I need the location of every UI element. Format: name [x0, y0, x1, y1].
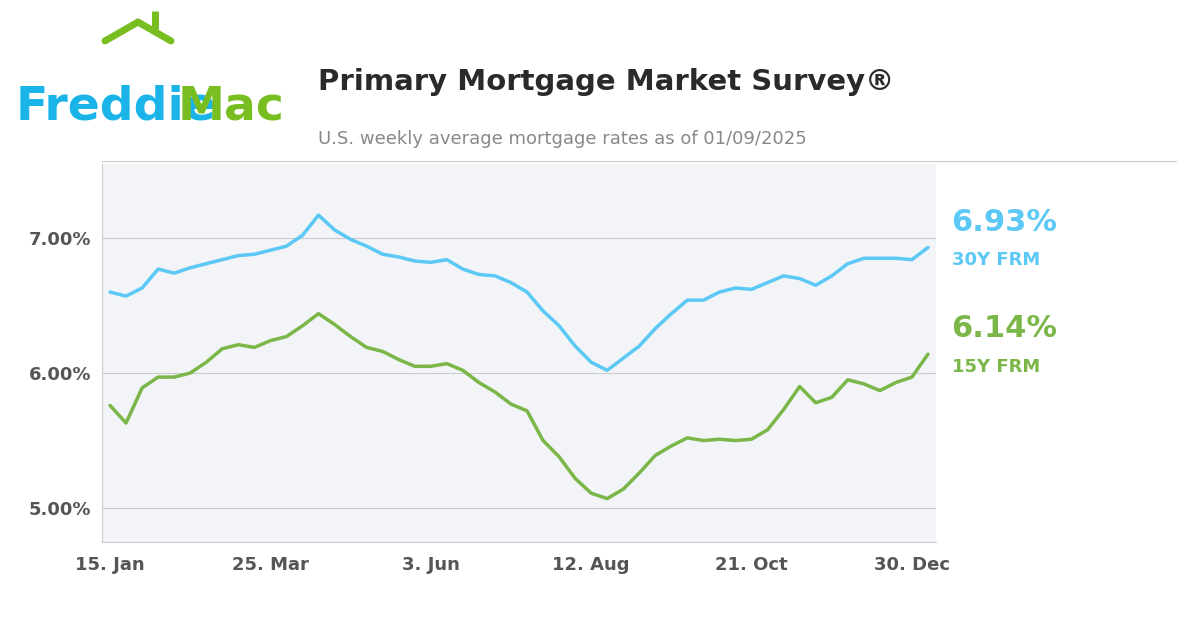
Text: 6.93%: 6.93%	[952, 208, 1057, 237]
Text: 30Y FRM: 30Y FRM	[952, 251, 1040, 269]
Text: Primary Mortgage Market Survey®: Primary Mortgage Market Survey®	[318, 68, 894, 96]
Text: 6.14%: 6.14%	[952, 314, 1057, 343]
Text: U.S. weekly average mortgage rates as of 01/09/2025: U.S. weekly average mortgage rates as of…	[318, 130, 806, 147]
Text: Mac: Mac	[178, 84, 284, 130]
Text: Freddie: Freddie	[16, 84, 216, 130]
Text: 15Y FRM: 15Y FRM	[952, 358, 1040, 375]
